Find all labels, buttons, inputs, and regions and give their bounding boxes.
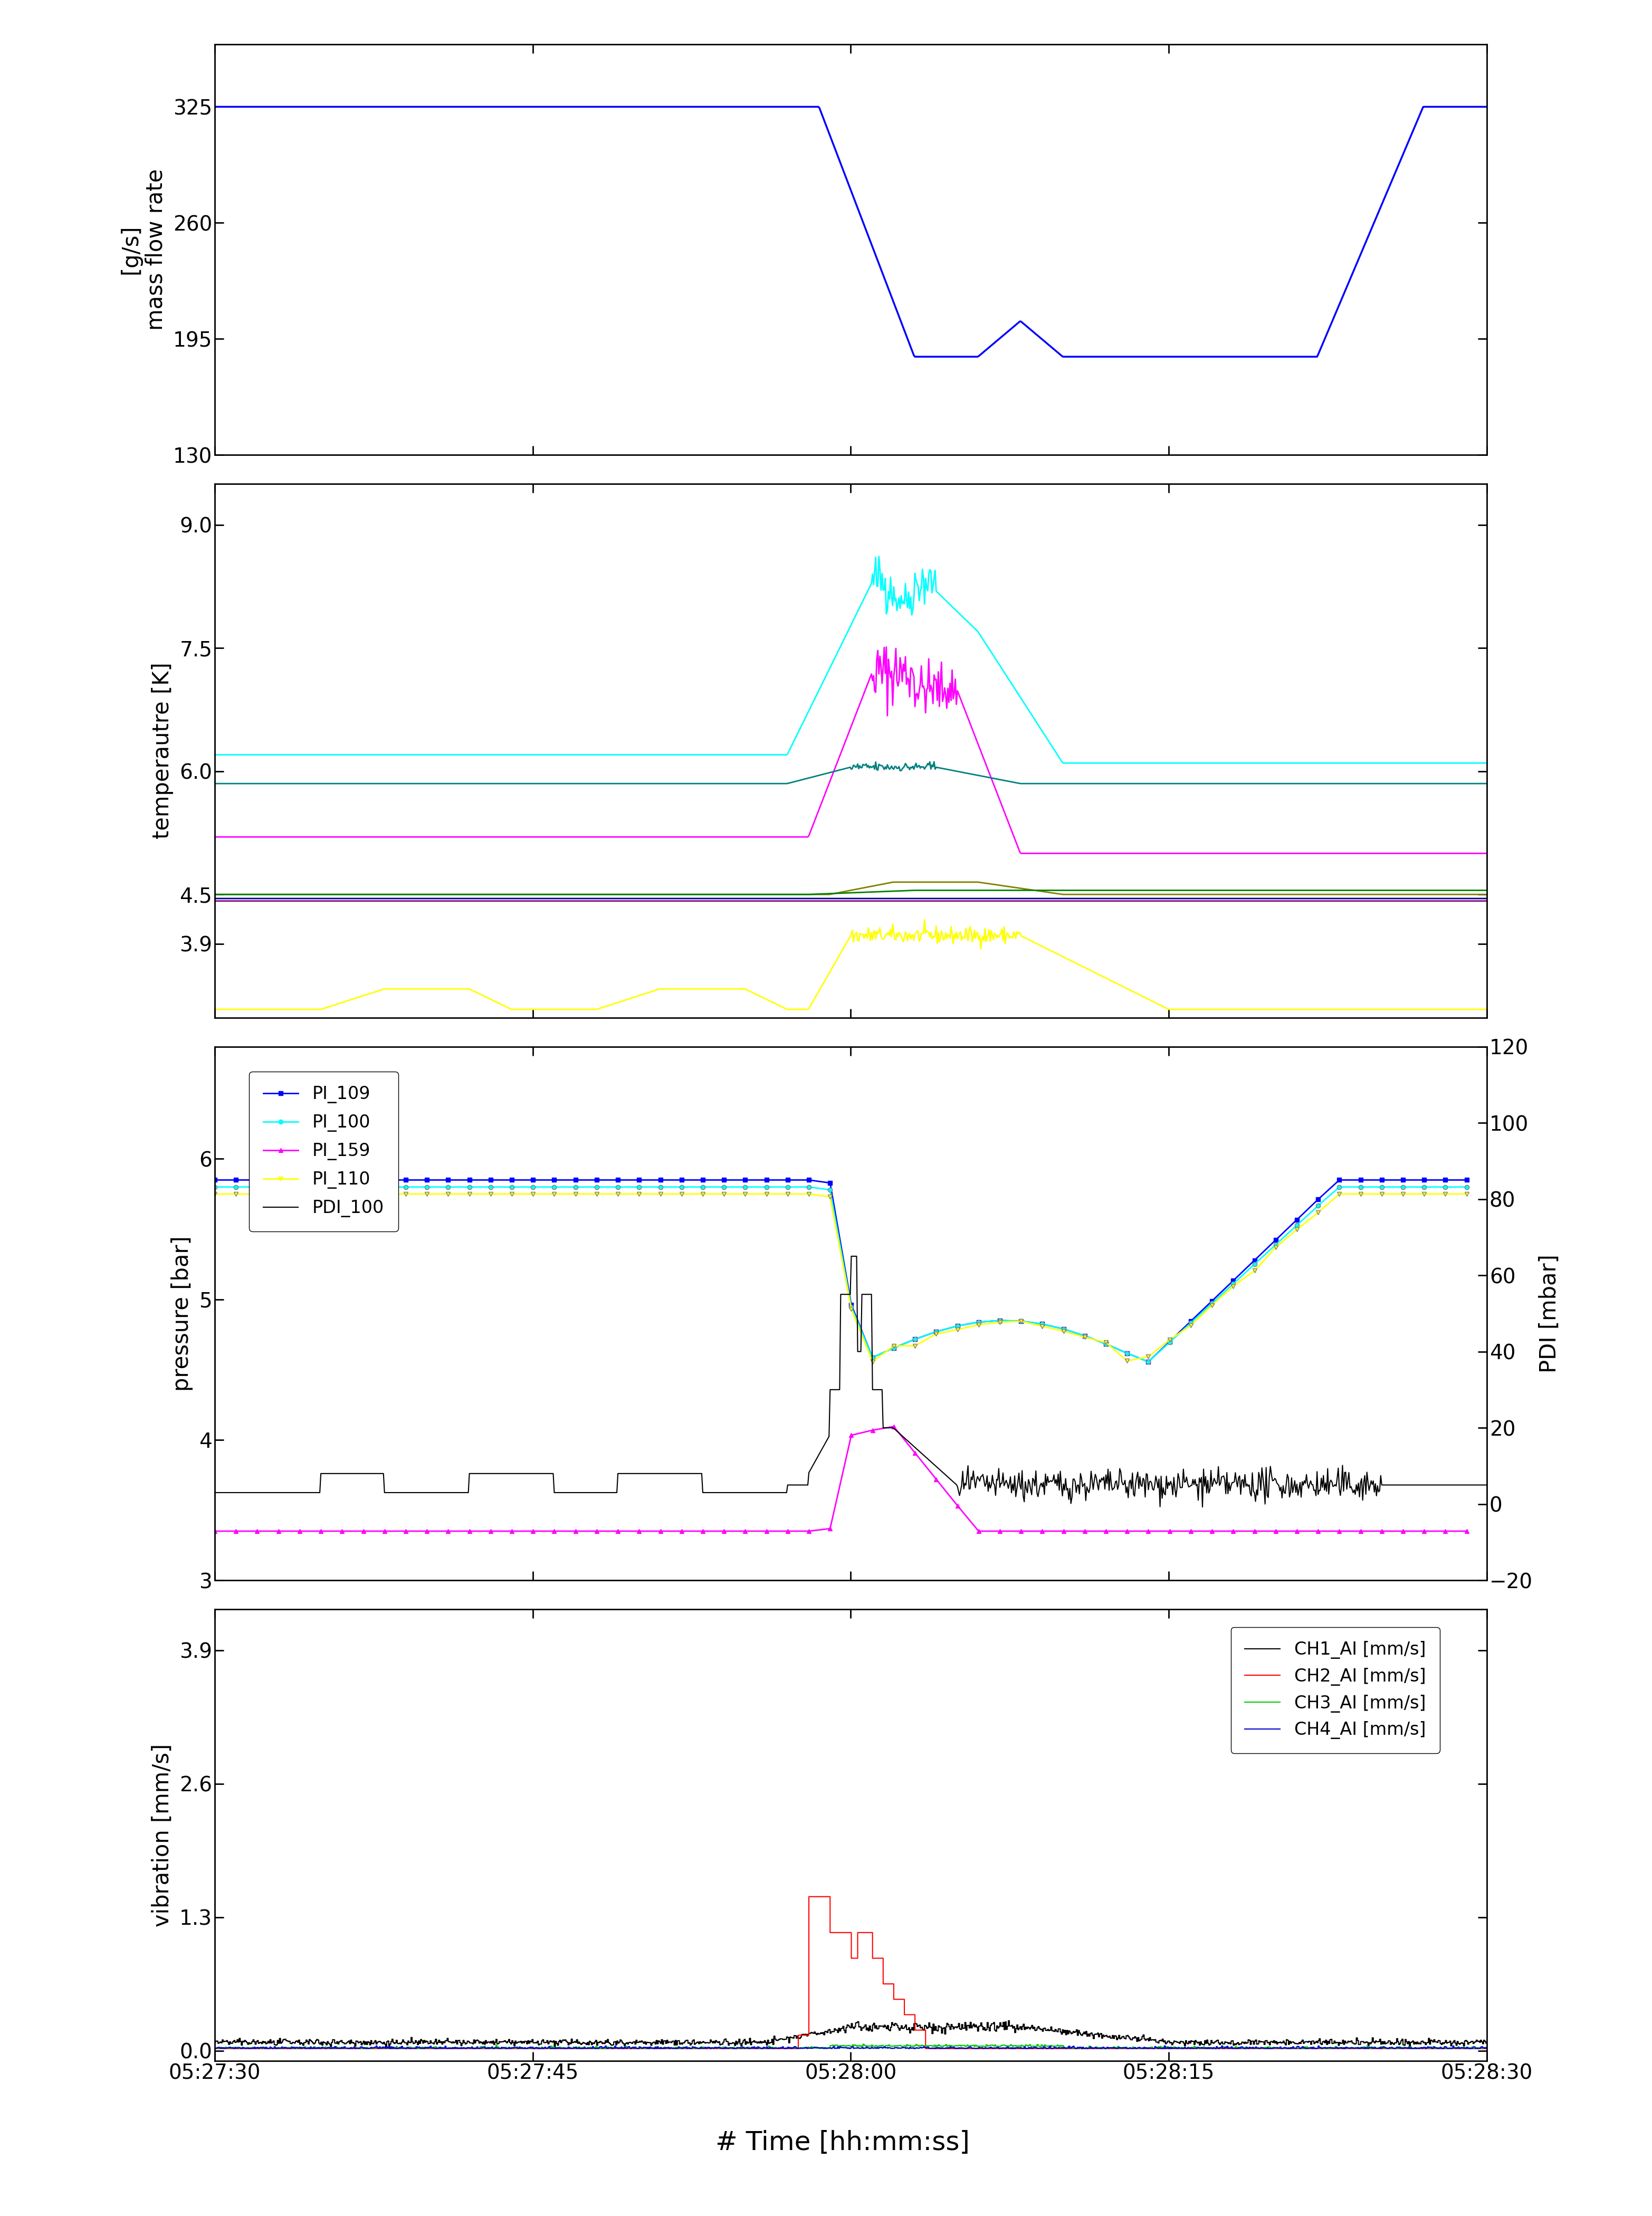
Legend: FI_110, TI_109, TI_105, PI_100, TI_129, TI_149, TI_110, TI_119, TI_120: FI_110, TI_109, TI_105, PI_100, TI_129, … <box>261 740 398 999</box>
Legend: PI_109, PI_100, PI_159, PI_110, PDI_100: PI_109, PI_100, PI_159, PI_110, PDI_100 <box>249 1070 398 1232</box>
Y-axis label: temperautre [K]: temperautre [K] <box>152 663 173 840</box>
Y-axis label: PDI [mbar]: PDI [mbar] <box>1538 1254 1561 1372</box>
Text: # Time [hh:mm:ss]: # Time [hh:mm:ss] <box>715 2130 970 2156</box>
Y-axis label: [g/s]
mass flow rate: [g/s] mass flow rate <box>119 168 167 330</box>
Y-axis label: pressure [bar]: pressure [bar] <box>172 1237 193 1392</box>
Legend: CH1_AI [mm/s], CH2_AI [mm/s], CH3_AI [mm/s], CH4_AI [mm/s]: CH1_AI [mm/s], CH2_AI [mm/s], CH3_AI [mm… <box>1231 1627 1441 1753</box>
Y-axis label: vibration [mm/s]: vibration [mm/s] <box>152 1744 173 1926</box>
